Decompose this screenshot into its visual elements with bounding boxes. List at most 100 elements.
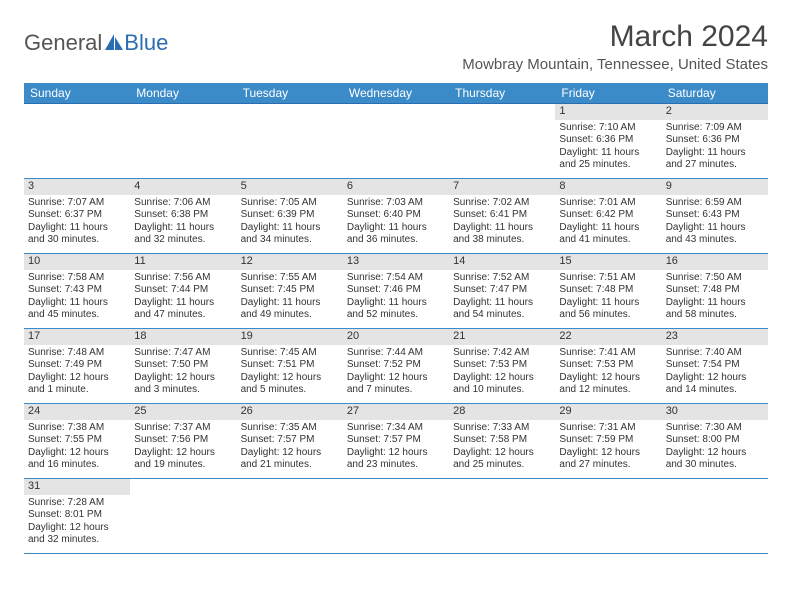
day-line-sr: Sunrise: 7:47 AM [134, 347, 232, 360]
day-line-d2: and 21 minutes. [241, 459, 339, 472]
day-cell: 30Sunrise: 7:30 AMSunset: 8:00 PMDayligh… [662, 404, 768, 478]
day-line-sr: Sunrise: 7:51 AM [559, 272, 657, 285]
day-cell: 23Sunrise: 7:40 AMSunset: 7:54 PMDayligh… [662, 329, 768, 403]
day-line-ss: Sunset: 6:41 PM [453, 209, 551, 222]
day-line-d2: and 12 minutes. [559, 384, 657, 397]
day-line-d1: Daylight: 11 hours [347, 297, 445, 310]
day-line-d2: and 25 minutes. [559, 159, 657, 172]
day-line-sr: Sunrise: 7:40 AM [666, 347, 764, 360]
logo-sail-icon [105, 30, 123, 56]
day-line-sr: Sunrise: 7:45 AM [241, 347, 339, 360]
day-cell: 10Sunrise: 7:58 AMSunset: 7:43 PMDayligh… [24, 254, 130, 328]
day-body: Sunrise: 7:03 AMSunset: 6:40 PMDaylight:… [343, 195, 449, 250]
day-line-d2: and 25 minutes. [453, 459, 551, 472]
day-line-ss: Sunset: 7:53 PM [453, 359, 551, 372]
day-line-sr: Sunrise: 7:09 AM [666, 122, 764, 135]
day-body: Sunrise: 7:05 AMSunset: 6:39 PMDaylight:… [237, 195, 343, 250]
empty-cell [662, 479, 768, 553]
day-line-ss: Sunset: 7:44 PM [134, 284, 232, 297]
day-line-ss: Sunset: 7:53 PM [559, 359, 657, 372]
day-line-ss: Sunset: 7:50 PM [134, 359, 232, 372]
day-line-d2: and 27 minutes. [666, 159, 764, 172]
day-line-sr: Sunrise: 7:31 AM [559, 422, 657, 435]
day-line-d2: and 5 minutes. [241, 384, 339, 397]
day-number: 7 [449, 179, 555, 195]
day-number: 18 [130, 329, 236, 345]
day-number: 2 [662, 104, 768, 120]
day-number: 17 [24, 329, 130, 345]
day-body: Sunrise: 7:38 AMSunset: 7:55 PMDaylight:… [24, 420, 130, 475]
day-line-ss: Sunset: 6:37 PM [28, 209, 126, 222]
day-line-d2: and 52 minutes. [347, 309, 445, 322]
day-line-sr: Sunrise: 7:07 AM [28, 197, 126, 210]
day-cell: 20Sunrise: 7:44 AMSunset: 7:52 PMDayligh… [343, 329, 449, 403]
day-line-d2: and 34 minutes. [241, 234, 339, 247]
day-line-sr: Sunrise: 7:28 AM [28, 497, 126, 510]
day-line-d1: Daylight: 11 hours [559, 222, 657, 235]
day-line-d2: and 30 minutes. [28, 234, 126, 247]
day-line-d1: Daylight: 11 hours [559, 297, 657, 310]
day-body: Sunrise: 7:54 AMSunset: 7:46 PMDaylight:… [343, 270, 449, 325]
day-number: 22 [555, 329, 661, 345]
day-line-ss: Sunset: 6:39 PM [241, 209, 339, 222]
day-line-d1: Daylight: 11 hours [347, 222, 445, 235]
day-line-d2: and 30 minutes. [666, 459, 764, 472]
day-cell: 26Sunrise: 7:35 AMSunset: 7:57 PMDayligh… [237, 404, 343, 478]
day-line-d2: and 19 minutes. [134, 459, 232, 472]
week-row: 3 Sunrise: 7:07 AMSunset: 6:37 PM Daylight… [24, 179, 768, 254]
day-body: Sunrise: 7:47 AMSunset: 7:50 PMDaylight:… [130, 345, 236, 400]
day-cell: 15Sunrise: 7:51 AMSunset: 7:48 PMDayligh… [555, 254, 661, 328]
day-line-sr: Sunrise: 7:02 AM [453, 197, 551, 210]
day-line-d1: Daylight: 12 hours [559, 447, 657, 460]
day-body: Sunrise: 7:10 AMSunset: 6:36 PMDaylight:… [555, 120, 661, 175]
day-number: 8 [555, 179, 661, 195]
day-line-sr: Sunrise: 7:37 AM [134, 422, 232, 435]
day-line-ss: Sunset: 7:47 PM [453, 284, 551, 297]
day-number: 15 [555, 254, 661, 270]
logo: GeneralBlue [24, 30, 168, 56]
day-line-sr: Sunrise: 7:06 AM [134, 197, 232, 210]
day-number: 3 [24, 179, 130, 195]
day-line-d1: Daylight: 11 hours [241, 222, 339, 235]
day-cell: 2Sunrise: 7:09 AMSunset: 6:36 PMDaylight… [662, 104, 768, 178]
day-body: Sunrise: 7:45 AMSunset: 7:51 PMDaylight:… [237, 345, 343, 400]
day-cell: 3Sunrise: 7:07 AMSunset: 6:37 PMDaylight… [24, 179, 130, 253]
day-header: Saturday [662, 83, 768, 103]
day-line-ss: Sunset: 7:59 PM [559, 434, 657, 447]
day-line-d2: and 58 minutes. [666, 309, 764, 322]
day-line-ss: Sunset: 7:57 PM [241, 434, 339, 447]
day-line-sr: Sunrise: 6:59 AM [666, 197, 764, 210]
day-line-d1: Daylight: 12 hours [28, 372, 126, 385]
day-line-d1: Daylight: 12 hours [134, 372, 232, 385]
day-number: 24 [24, 404, 130, 420]
day-line-d1: Daylight: 11 hours [666, 222, 764, 235]
day-number: 5 [237, 179, 343, 195]
empty-cell [237, 479, 343, 553]
day-line-sr: Sunrise: 7:56 AM [134, 272, 232, 285]
day-number: 29 [555, 404, 661, 420]
day-line-d2: and 14 minutes. [666, 384, 764, 397]
day-cell: 9Sunrise: 6:59 AMSunset: 6:43 PMDaylight… [662, 179, 768, 253]
day-body: Sunrise: 6:59 AMSunset: 6:43 PMDaylight:… [662, 195, 768, 250]
day-line-sr: Sunrise: 7:10 AM [559, 122, 657, 135]
day-number: 13 [343, 254, 449, 270]
empty-cell [130, 479, 236, 553]
day-line-ss: Sunset: 6:36 PM [559, 134, 657, 147]
day-line-sr: Sunrise: 7:03 AM [347, 197, 445, 210]
day-line-d2: and 38 minutes. [453, 234, 551, 247]
day-body: Sunrise: 7:55 AMSunset: 7:45 PMDaylight:… [237, 270, 343, 325]
day-line-ss: Sunset: 6:42 PM [559, 209, 657, 222]
day-line-d1: Daylight: 12 hours [453, 447, 551, 460]
day-number: 30 [662, 404, 768, 420]
day-line-sr: Sunrise: 7:38 AM [28, 422, 126, 435]
day-line-d2: and 32 minutes. [28, 534, 126, 547]
day-cell: 1Sunrise: 7:10 AMSunset: 6:36 PMDaylight… [555, 104, 661, 178]
day-line-d2: and 45 minutes. [28, 309, 126, 322]
day-cell: 14Sunrise: 7:52 AMSunset: 7:47 PMDayligh… [449, 254, 555, 328]
day-header: Thursday [449, 83, 555, 103]
day-body: Sunrise: 7:51 AMSunset: 7:48 PMDaylight:… [555, 270, 661, 325]
day-number: 26 [237, 404, 343, 420]
page-header: GeneralBlue March 2024 Mowbray Mountain,… [24, 20, 768, 73]
day-body: Sunrise: 7:06 AMSunset: 6:38 PMDaylight:… [130, 195, 236, 250]
day-line-d2: and 47 minutes. [134, 309, 232, 322]
